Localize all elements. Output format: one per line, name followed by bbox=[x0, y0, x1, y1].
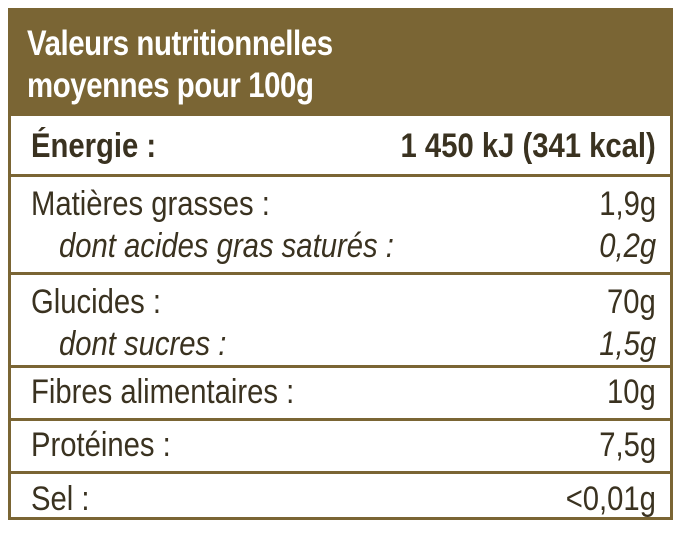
row-fibre: Fibres alimentaires : 10g bbox=[11, 365, 670, 418]
fibre-value: 10g bbox=[607, 373, 656, 411]
saturated-label: dont acides gras saturés : bbox=[59, 227, 394, 265]
carbs-value: 70g bbox=[607, 283, 656, 321]
table-header: Valeurs nutritionnelles moyennes pour 10… bbox=[11, 11, 670, 113]
fat-label: Matières grasses : bbox=[31, 185, 270, 223]
saturated-value: 0,2g bbox=[599, 227, 656, 265]
title-line-2: moyennes pour 100g bbox=[27, 66, 314, 105]
protein-label: Protéines : bbox=[31, 426, 171, 464]
nutrition-table: Valeurs nutritionnelles moyennes pour 10… bbox=[8, 8, 673, 520]
protein-value: 7,5g bbox=[599, 426, 656, 464]
title-line-1: Valeurs nutritionnelles bbox=[27, 24, 333, 63]
row-protein: Protéines : 7,5g bbox=[11, 418, 670, 471]
salt-value: <0,01g bbox=[565, 480, 656, 518]
row-fat: Matières grasses : 1,9g dont acides gras… bbox=[11, 174, 670, 272]
row-salt: Sel : <0,01g bbox=[11, 471, 670, 518]
fat-value: 1,9g bbox=[599, 185, 656, 223]
energy-label: Énergie : bbox=[31, 127, 157, 165]
carbs-label: Glucides : bbox=[31, 283, 162, 321]
fibre-label: Fibres alimentaires : bbox=[31, 373, 295, 411]
row-carbs: Glucides : 70g dont sucres : 1,5g bbox=[11, 272, 670, 365]
sugars-label: dont sucres : bbox=[59, 325, 227, 363]
sugars-value: 1,5g bbox=[599, 325, 656, 363]
row-energy: Énergie : 1 450 kJ (341 kcal) bbox=[11, 113, 670, 174]
energy-value: 1 450 kJ (341 kcal) bbox=[400, 127, 656, 165]
salt-label: Sel : bbox=[31, 480, 90, 518]
